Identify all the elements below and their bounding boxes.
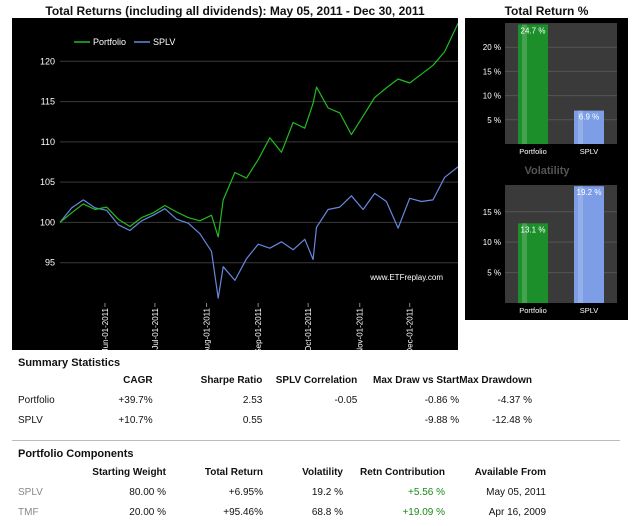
main-chart-title: Total Returns (including all dividends):…	[45, 4, 425, 18]
table-cell: +39.7%	[118, 394, 153, 406]
column-header: Total Return	[204, 466, 263, 478]
column-header: Volatility	[302, 466, 343, 478]
column-header: Sharpe Ratio	[200, 374, 263, 386]
main-chart-svg: 95 100 105 110 115 120 Jun-01-2011 Jul-01-2011…	[40, 21, 459, 354]
total-return-bar-highlight	[522, 24, 527, 145]
volatility-svg: Volatility 5 % 10 % 15 % 13.1 % Portfolio 19.…	[483, 165, 617, 315]
column-header: Max Drawdown	[459, 374, 532, 386]
table-row: Portfolio +39.7% 2.53 -0.05 -0.86 % -4.37 %	[18, 390, 532, 410]
y-tick-label: 100	[40, 217, 55, 227]
table-cell: 2.53	[242, 394, 263, 406]
table-cell: -4.37 %	[497, 394, 532, 406]
table-header-row: CAGR Sharpe Ratio SPLV Correlation Max Draw…	[18, 370, 532, 390]
table-cell: -9.88 %	[424, 414, 460, 426]
watermark: www.ETFreplay.com	[369, 273, 443, 282]
table-cell: +10.7%	[118, 414, 153, 426]
x-tick-label: Nov-01-2011	[356, 307, 365, 350]
volatility-category-label: SPLV	[580, 306, 599, 315]
total-return-y-tick-label: 20 %	[483, 43, 501, 52]
table-cell: +95.46%	[223, 506, 263, 518]
x-tick-label: Aug-01-2011	[203, 307, 212, 350]
table-cell: +5.56 %	[408, 486, 445, 498]
table-cell: +19.09 %	[402, 506, 445, 518]
total-return-category-label: Portfolio	[519, 147, 547, 156]
table-cell: 0.55	[242, 414, 263, 426]
column-header: Starting Weight	[92, 466, 166, 478]
total-return-value-label: 6.9 %	[579, 113, 599, 122]
components-table: Starting Weight Total Return Volatility Ret…	[18, 462, 546, 522]
volatility-value-label: 13.1 %	[521, 225, 546, 234]
total-return-bar-splv	[574, 110, 604, 144]
x-tick-label: Jul-01-2011	[151, 307, 160, 349]
table-row: SPLV +10.7% 0.55 -9.88 % -12.48 %	[18, 410, 532, 430]
volatility-y-tick-label: 15 %	[483, 208, 501, 217]
volatility-y-tick-label: 5 %	[487, 269, 501, 278]
x-tick-label: Jun-01-2011	[101, 307, 110, 350]
table-cell: 20.00 %	[129, 506, 166, 518]
table-cell	[262, 410, 357, 430]
legend: Portfolio SPLV	[74, 37, 175, 47]
total-return-panel: 5 % 10 % 15 % 20 % 24.7 % Portfolio 6.9 % SPLV	[465, 18, 628, 160]
volatility-bar-splv	[574, 186, 604, 303]
volatility-bar-highlight	[522, 223, 527, 303]
main-chart-panel: 95 100 105 110 115 120 Jun-01-2011 Jul-01-2011…	[12, 18, 459, 354]
table-header-row: Starting Weight Total Return Volatility Ret…	[18, 462, 546, 482]
table-cell: 68.8 %	[311, 506, 343, 518]
total-return-y-tick-label: 5 %	[487, 116, 501, 125]
column-header: Available From	[474, 466, 546, 478]
column-header: Max Draw vs Start	[373, 374, 460, 386]
total-return-category-label: SPLV	[580, 147, 599, 156]
total-return-y-tick-label: 15 %	[483, 67, 501, 76]
legend-portfolio-label: Portfolio	[93, 37, 126, 47]
row-label: TMF	[18, 506, 39, 518]
row-label: SPLV	[18, 486, 43, 498]
volatility-value-label: 19.2 %	[577, 188, 602, 197]
section-divider	[12, 440, 620, 441]
total-return-y-tick-label: 10 %	[483, 92, 501, 101]
total-return-svg: 5 % 10 % 15 % 20 % 24.7 % Portfolio 6.9 % SPLV	[483, 23, 617, 156]
y-tick-label: 95	[45, 258, 55, 268]
summary-table: CAGR Sharpe Ratio SPLV Correlation Max Draw…	[18, 370, 532, 430]
x-tick-label: Oct-01-2011	[304, 307, 313, 350]
column-header	[18, 370, 78, 390]
volatility-y-tick-label: 10 %	[483, 238, 501, 247]
volatility-category-label: Portfolio	[519, 306, 547, 315]
plot-area	[60, 21, 458, 303]
y-tick-label: 120	[40, 56, 55, 66]
column-header	[18, 462, 78, 482]
volatility-bar-portfolio	[518, 223, 548, 303]
y-tick-label: 115	[41, 97, 55, 107]
table-cell: 19.2 %	[311, 486, 343, 498]
y-tick-label: 110	[41, 137, 55, 147]
series-line-portfolio	[59, 23, 459, 238]
column-header: CAGR	[123, 374, 153, 386]
column-header: Retn Contribution	[360, 466, 445, 478]
volatility-title: Volatility	[524, 165, 570, 177]
table-cell: Apr 16, 2009	[488, 506, 546, 518]
table-row: SPLV 80.00 % +6.95% 19.2 % +5.56 % May 05, 20…	[18, 482, 546, 502]
table-cell: +6.95%	[228, 486, 263, 498]
table-cell: -12.48 %	[491, 414, 532, 426]
table-cell: -0.86 %	[424, 394, 460, 406]
x-tick-label: Dec-01-2011	[406, 307, 415, 350]
volatility-bar-highlight	[578, 186, 583, 303]
legend-splv-label: SPLV	[153, 37, 175, 47]
total-return-bar-highlight	[578, 110, 583, 144]
x-tick-label: Sep-01-2011	[254, 307, 263, 350]
table-cell: -0.05	[334, 394, 358, 406]
row-label: SPLV	[18, 414, 43, 426]
table-cell: May 05, 2011	[486, 486, 546, 498]
total-return-title: Total Return %	[504, 4, 589, 18]
table-row: TMF 20.00 % +95.46% 68.8 % +19.09 % Apr 16, 2…	[18, 502, 546, 522]
total-return-value-label: 24.7 %	[521, 26, 546, 35]
y-tick-label: 105	[40, 177, 55, 187]
volatility-panel: Volatility 5 % 10 % 15 % 13.1 % Portfolio 19.…	[465, 160, 628, 320]
components-title: Portfolio Components	[18, 448, 134, 460]
series-line-splv	[59, 166, 459, 299]
table-cell: 80.00 %	[129, 486, 166, 498]
row-label: Portfolio	[18, 394, 55, 406]
summary-title: Summary Statistics	[18, 357, 121, 369]
column-header: SPLV Correlation	[275, 374, 358, 386]
total-return-bar-portfolio	[518, 24, 548, 145]
